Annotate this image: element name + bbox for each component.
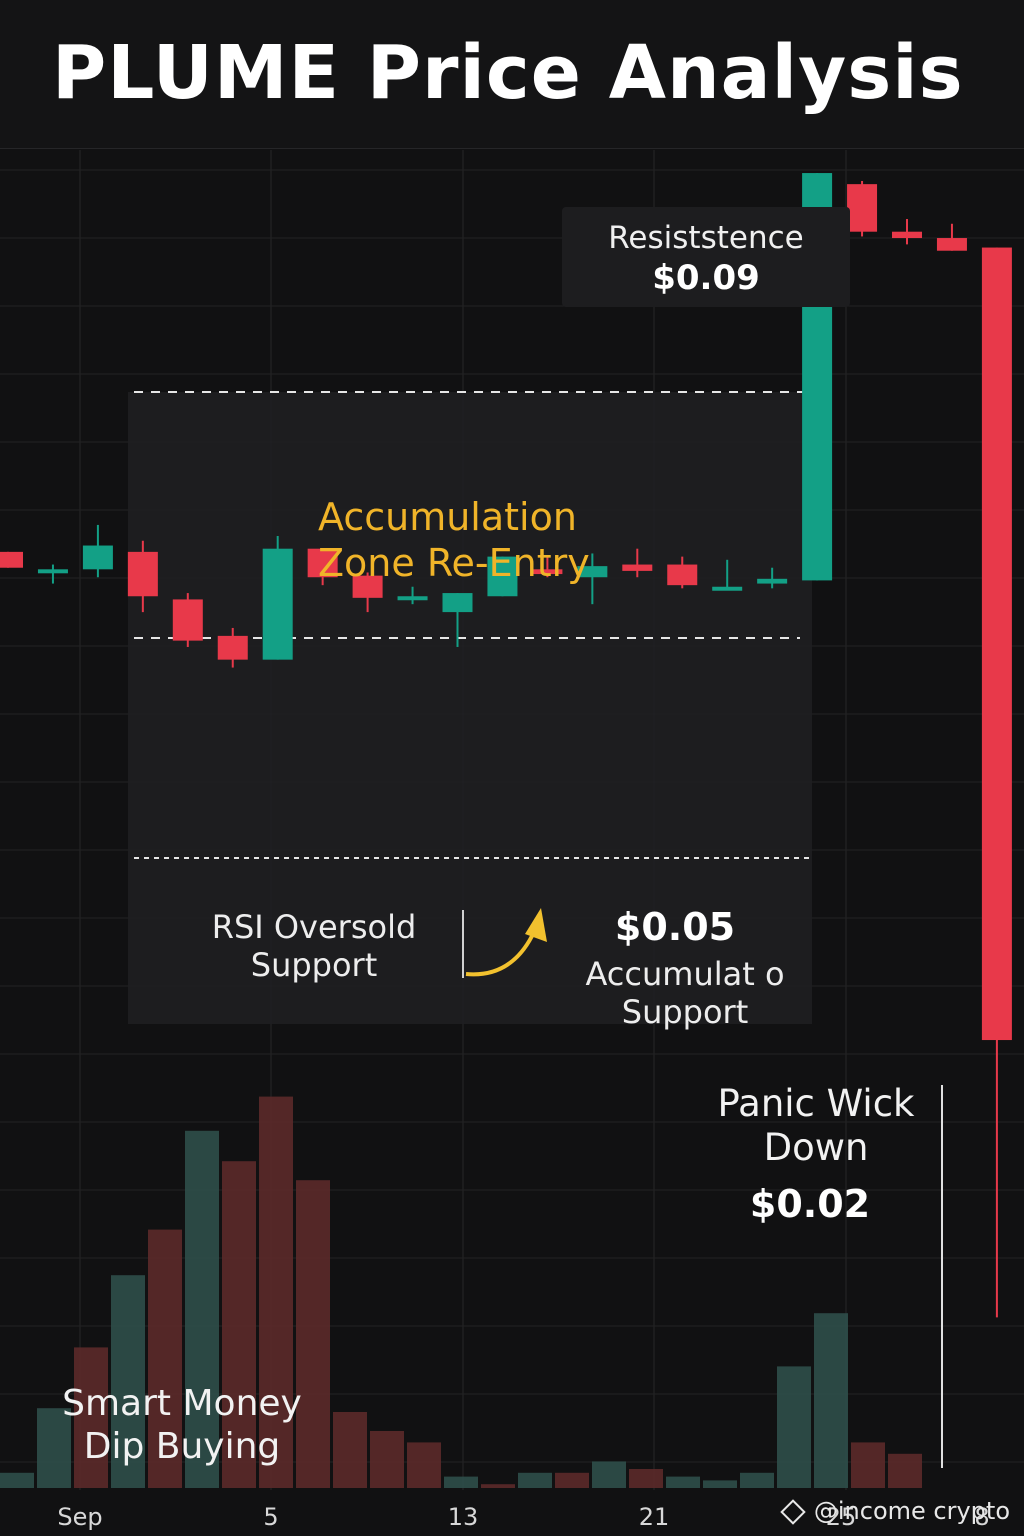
volume-bar (481, 1484, 515, 1488)
panic-label-line1: Panic Wick (717, 1082, 915, 1125)
smart-money-label: Smart Money Dip Buying (52, 1382, 312, 1468)
candle-body (217, 635, 248, 660)
volume-bar (370, 1431, 404, 1488)
accumulation-zone-shade (128, 392, 812, 1024)
candle-body (757, 578, 788, 584)
volume-bar (407, 1442, 441, 1488)
panic-label-line2: Down (763, 1126, 869, 1170)
volume-bar (185, 1130, 219, 1488)
volume-bar (222, 1161, 256, 1488)
x-tick-label: 5 (263, 1503, 279, 1531)
x-tick-label: 25 (825, 1503, 857, 1531)
volume-bar (592, 1461, 626, 1488)
smart-money-line2: Dip Buying (83, 1426, 281, 1468)
watermark: @income crypto (780, 1497, 1010, 1525)
resistance-label: Resiststence (608, 220, 804, 256)
candle-body (622, 564, 653, 571)
candle-body (847, 184, 878, 232)
resistance-callout (562, 207, 850, 307)
resistance-value: $0.09 (652, 258, 760, 298)
zone-label-line1: Accumulation (318, 495, 577, 539)
smart-money-line1: Smart Money (62, 1383, 302, 1424)
candle-body (667, 564, 698, 586)
watermark-text: @income crypto (813, 1497, 1010, 1525)
volume-bar (259, 1096, 293, 1488)
candle-body (37, 569, 68, 574)
volume-bar (703, 1480, 737, 1488)
candle-body (577, 566, 608, 578)
volume-bar (333, 1412, 367, 1488)
zone-label-line2: Zone Re-Entry (318, 540, 590, 585)
page-title: PLUME Price Analysis (52, 30, 964, 116)
rsi-label: RSI Oversold Support (200, 908, 428, 985)
exchange-logo-icon (780, 1499, 806, 1525)
panic-label: Panic Wick Down (700, 1082, 932, 1171)
candle-body (127, 551, 158, 597)
volume-bar (444, 1476, 478, 1488)
volume-bar (888, 1453, 922, 1488)
x-tick-label: 21 (638, 1503, 670, 1531)
volume-bar (851, 1442, 885, 1488)
panic-value: $0.02 (749, 1182, 871, 1226)
candle-body (936, 238, 967, 251)
curved-arrow-icon (462, 908, 547, 978)
volume-bar (777, 1366, 811, 1488)
volume-bar (296, 1180, 330, 1488)
support-label-line2: Support (621, 993, 749, 1032)
volume-bar (666, 1476, 700, 1488)
candle-body (442, 593, 473, 613)
volume-bar (111, 1275, 145, 1488)
candle-body (397, 596, 428, 601)
candle-body (487, 556, 518, 597)
candle-body (0, 551, 23, 568)
volume-bar (37, 1408, 71, 1488)
x-tick-label: 8 (974, 1503, 990, 1531)
x-tick-label: Sep (57, 1503, 103, 1531)
support-value: $0.05 (614, 905, 736, 949)
candle-body (532, 569, 563, 575)
candle-body (892, 231, 922, 239)
rsi-label-line1: RSI Oversold (211, 908, 417, 946)
volume-bars (0, 1096, 922, 1488)
volume-bar (814, 1313, 848, 1488)
volume-bar (555, 1472, 589, 1488)
volume-bar (740, 1472, 774, 1488)
rsi-label-line2: Support (250, 946, 378, 985)
candle-body (712, 586, 743, 591)
support-label: Accumulat o Support (570, 955, 800, 1032)
volume-bar (0, 1472, 34, 1488)
x-tick-label: 13 (447, 1503, 479, 1531)
support-label-line1: Accumulat o (585, 955, 785, 993)
volume-bar (518, 1472, 552, 1488)
candle-body (352, 575, 383, 598)
volume-bar (74, 1347, 108, 1488)
volume-bar (148, 1229, 182, 1488)
volume-bar (629, 1469, 663, 1488)
candle-body (307, 548, 338, 578)
candle-body (981, 247, 1012, 1041)
candle-body (172, 599, 203, 641)
zone-label: Accumulation Zone Re-Entry (318, 495, 590, 586)
title-bar (0, 0, 1024, 149)
candle-body (262, 548, 293, 660)
candle-body (82, 545, 113, 570)
